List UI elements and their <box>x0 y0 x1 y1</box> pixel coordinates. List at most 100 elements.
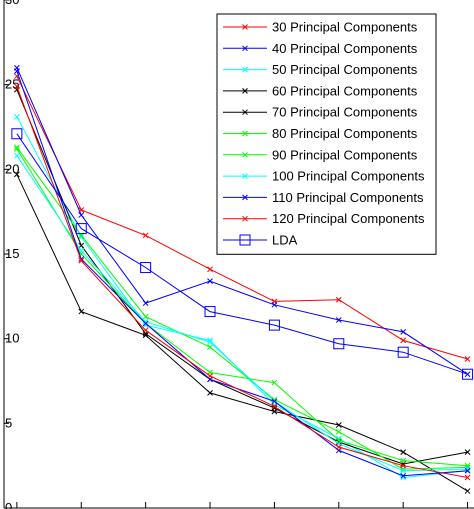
legend-entry: 80 Principal Components <box>223 126 418 141</box>
data-point <box>78 257 85 264</box>
data-point <box>142 332 149 339</box>
data-point <box>75 223 87 235</box>
legend-entry: LDA <box>223 233 298 248</box>
series-line <box>16 174 468 492</box>
legend-label: 70 Principal Components <box>272 105 418 120</box>
y-tick-label: 30 <box>5 0 19 7</box>
data-point <box>207 266 213 273</box>
legend-marker <box>242 130 248 137</box>
y-tick-label: 10 <box>5 331 19 346</box>
data-point <box>14 146 20 152</box>
data-point <box>335 317 342 323</box>
data-point <box>14 144 20 151</box>
legend-label: LDA <box>272 233 298 248</box>
data-point <box>335 422 342 428</box>
data-point <box>11 128 23 140</box>
legend-marker <box>242 151 248 158</box>
data-point <box>271 403 278 410</box>
data-point <box>400 467 407 474</box>
series-line <box>16 75 468 360</box>
data-point <box>14 171 20 178</box>
legend-label: 40 Principal Components <box>272 41 418 56</box>
data-point <box>142 313 149 320</box>
legend-entry: 70 Principal Components <box>223 105 418 120</box>
legend-marker <box>239 234 251 246</box>
legend-entry: 30 Principal Components <box>223 20 418 35</box>
legend-label: 110 Principal Components <box>272 190 424 205</box>
series-line <box>16 148 468 467</box>
data-point <box>78 212 85 218</box>
series-line <box>16 89 468 465</box>
data-point <box>464 449 471 455</box>
legend-marker <box>242 194 248 201</box>
data-point <box>207 344 213 350</box>
data-point <box>204 306 216 318</box>
data-point <box>400 337 407 344</box>
series-line <box>16 70 468 477</box>
data-point <box>271 379 278 386</box>
legend-label: 120 Principal Components <box>272 211 425 226</box>
data-point <box>271 398 278 405</box>
series-layer <box>11 64 474 494</box>
legend-entry: 90 Principal Components <box>223 147 418 162</box>
data-point <box>78 308 85 315</box>
data-point <box>78 247 85 254</box>
data-point <box>335 439 342 445</box>
data-point <box>333 338 345 350</box>
y-tick-label: 5 <box>5 415 12 430</box>
legend-label: 60 Principal Components <box>272 83 418 98</box>
data-point <box>400 457 407 464</box>
data-point <box>271 301 278 308</box>
data-point <box>142 320 149 327</box>
data-point <box>335 428 342 435</box>
legend-entry: 60 Principal Components <box>223 83 418 98</box>
data-point <box>464 488 471 494</box>
data-point <box>400 329 407 335</box>
legend-label: 90 Principal Components <box>272 147 418 162</box>
legend-label: 50 Principal Components <box>272 62 418 77</box>
legend-entry: 40 Principal Components <box>223 41 418 56</box>
data-point <box>400 472 407 479</box>
legend-label: 30 Principal Components <box>272 20 418 35</box>
data-point <box>335 296 342 303</box>
data-point <box>207 373 213 379</box>
data-point <box>142 232 149 239</box>
data-point <box>140 262 152 274</box>
data-point <box>464 356 471 362</box>
legend-marker <box>242 66 248 73</box>
legend-entry: 120 Principal Components <box>223 211 425 226</box>
data-point <box>14 68 20 74</box>
data-point <box>142 300 149 306</box>
data-point <box>14 83 20 90</box>
series-10 <box>14 83 471 481</box>
series-11 <box>11 128 474 380</box>
legend-label: 100 Principal Components <box>272 169 425 184</box>
data-point <box>464 467 471 474</box>
data-point <box>462 368 474 380</box>
data-point <box>207 278 213 284</box>
data-point <box>207 339 213 345</box>
series-1 <box>14 73 471 362</box>
data-point <box>142 318 149 325</box>
series-line <box>16 86 468 478</box>
data-point <box>207 389 213 396</box>
y-tick-label: 15 <box>5 246 19 261</box>
data-point <box>142 327 149 334</box>
legend-marker <box>242 88 248 94</box>
data-point <box>397 346 409 358</box>
series-line <box>16 116 468 479</box>
data-point <box>14 113 20 120</box>
data-point <box>335 444 342 450</box>
data-point <box>271 405 278 411</box>
data-point <box>14 152 20 159</box>
legend-marker <box>242 109 248 116</box>
legend-box <box>216 13 437 255</box>
series-line <box>16 133 468 375</box>
y-tick-label: 20 <box>5 161 19 176</box>
legend-marker <box>242 45 248 52</box>
data-point <box>464 474 471 481</box>
legend-entry: 110 Principal Components <box>223 190 424 205</box>
data-point <box>78 234 85 240</box>
legend-marker <box>242 24 248 30</box>
